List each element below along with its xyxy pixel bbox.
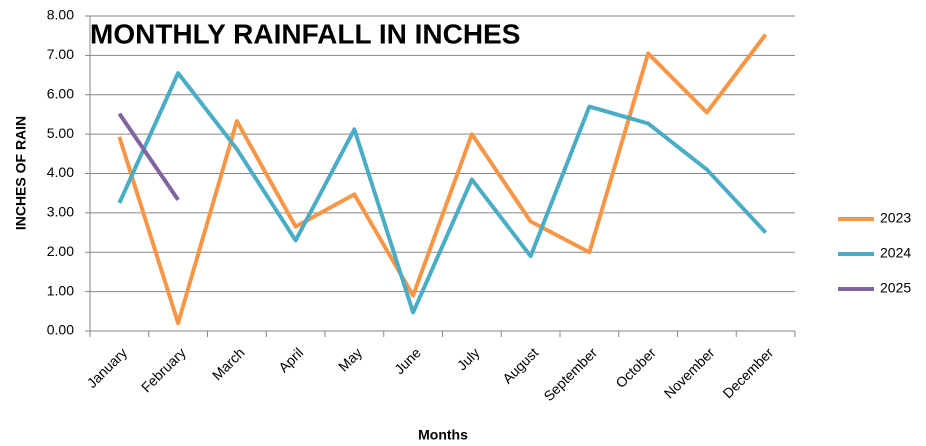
x-tick-label: February bbox=[138, 344, 189, 395]
y-tick-label: 3.00 bbox=[47, 204, 74, 220]
y-tick-label: 7.00 bbox=[47, 46, 74, 62]
legend-label: 2023 bbox=[880, 210, 911, 226]
x-tick-label: October bbox=[612, 344, 659, 391]
y-tick-label: 0.00 bbox=[47, 322, 74, 338]
chart-title: MONTHLY RAINFALL IN INCHES bbox=[90, 18, 520, 49]
y-tick-label: 1.00 bbox=[47, 282, 74, 298]
x-tick-label: June bbox=[391, 344, 424, 377]
x-tick-label: April bbox=[275, 344, 306, 375]
x-axis-label: Months bbox=[418, 427, 468, 443]
legend-label: 2024 bbox=[880, 245, 911, 261]
series-line bbox=[117, 112, 180, 202]
y-tick-label: 5.00 bbox=[47, 125, 74, 141]
y-tick-label: 8.00 bbox=[47, 7, 74, 23]
y-tick-label: 6.00 bbox=[47, 85, 74, 101]
y-tick-label: 2.00 bbox=[47, 243, 74, 259]
x-tick-label: January bbox=[84, 344, 131, 391]
x-tick-label: November bbox=[661, 344, 718, 401]
y-axis-label: INCHES OF RAIN bbox=[13, 116, 29, 230]
series-line bbox=[117, 33, 768, 326]
x-tick-label: May bbox=[335, 344, 365, 374]
x-tick-label: March bbox=[209, 344, 248, 383]
series-line bbox=[117, 71, 768, 315]
y-tick-label: 4.00 bbox=[47, 164, 74, 180]
x-tick-label: August bbox=[499, 344, 541, 386]
legend-label: 2025 bbox=[880, 280, 911, 296]
x-tick-label: July bbox=[454, 344, 483, 373]
x-tick-label: September bbox=[540, 344, 600, 404]
x-tick-label: December bbox=[719, 344, 776, 401]
